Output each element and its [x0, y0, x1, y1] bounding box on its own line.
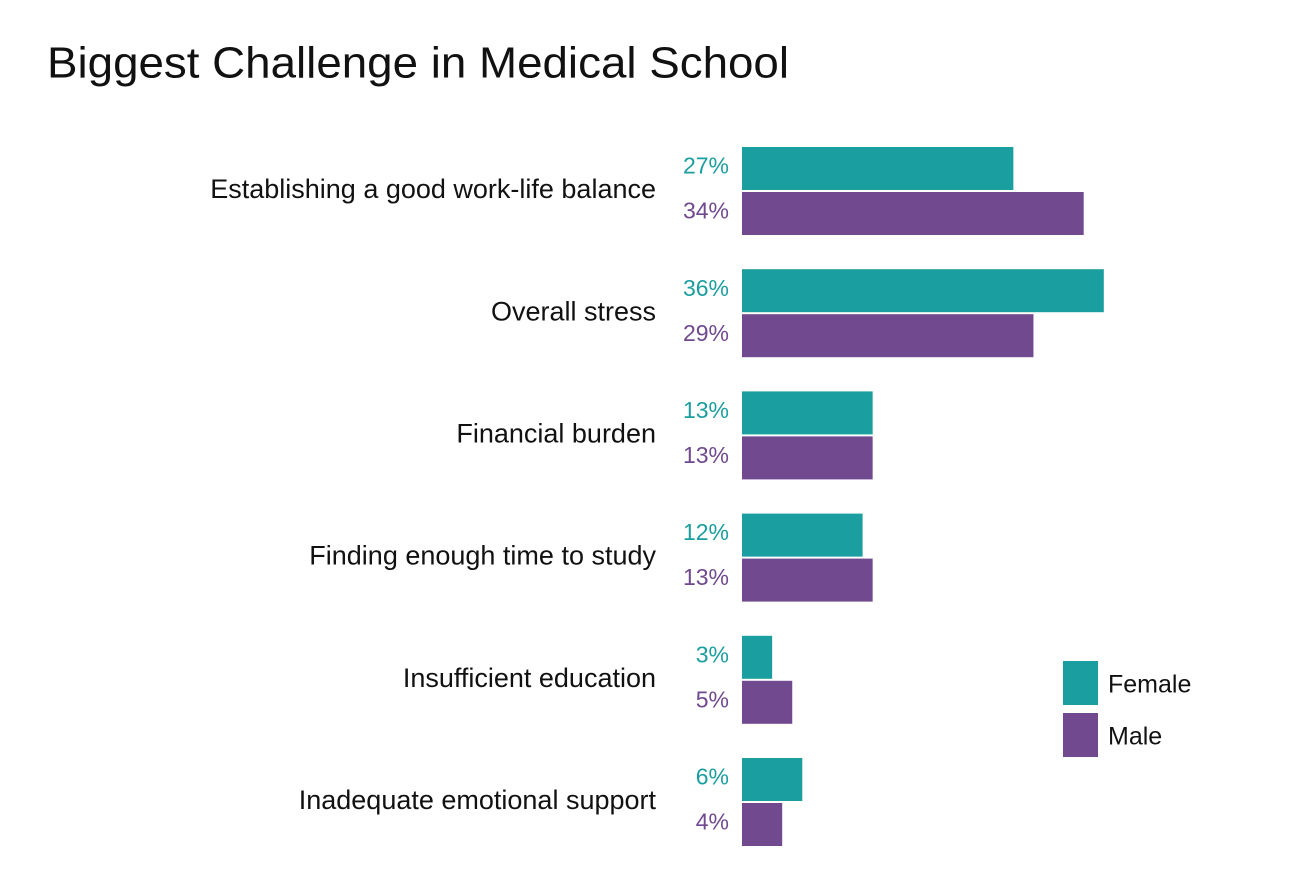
chart-title: Biggest Challenge in Medical School	[47, 39, 789, 88]
bar	[742, 635, 773, 679]
category-label: Overall stress	[491, 296, 656, 326]
value-label: 36%	[683, 275, 729, 301]
legend-label: Female	[1108, 671, 1191, 699]
bar	[742, 680, 793, 724]
value-label: 29%	[683, 320, 729, 346]
value-label: 6%	[696, 764, 729, 790]
bar	[742, 513, 863, 557]
value-label: 13%	[683, 442, 729, 468]
bar	[742, 803, 783, 846]
value-label: 13%	[683, 397, 729, 423]
category-label: Finding enough time to study	[309, 541, 656, 571]
value-label: 5%	[696, 686, 729, 712]
value-label: 3%	[696, 641, 729, 667]
bar	[742, 758, 803, 801]
bar	[742, 147, 1014, 190]
legend-swatch	[1063, 713, 1098, 757]
bar	[742, 391, 873, 435]
bar	[742, 436, 873, 480]
value-label: 34%	[683, 198, 729, 224]
value-label: 4%	[696, 809, 729, 835]
category-label: Insufficient education	[403, 663, 656, 693]
category-label: Establishing a good work-life balance	[210, 174, 656, 204]
bar	[742, 314, 1034, 358]
bar	[742, 558, 873, 602]
bar	[742, 192, 1084, 235]
legend-label: Male	[1108, 723, 1162, 751]
value-label: 27%	[683, 153, 729, 179]
value-label: 12%	[683, 519, 729, 545]
legend-swatch	[1063, 661, 1098, 705]
value-label: 13%	[683, 564, 729, 590]
category-label: Inadequate emotional support	[299, 785, 657, 815]
bar	[742, 269, 1104, 313]
category-label: Financial burden	[456, 419, 656, 449]
